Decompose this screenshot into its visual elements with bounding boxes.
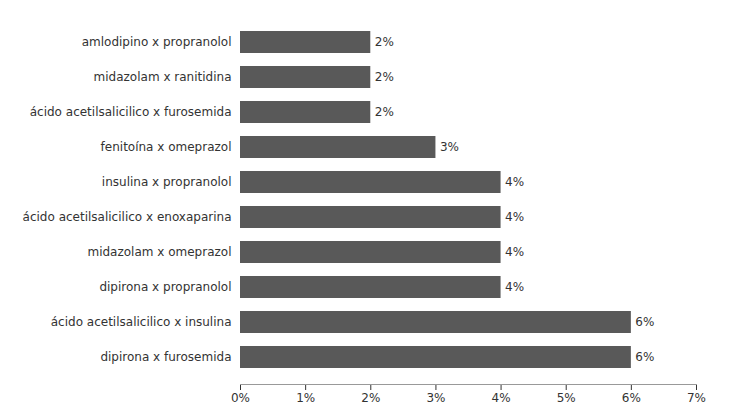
svg-text:ácido acetilsalicilico x insul: ácido acetilsalicilico x insulina <box>51 315 232 329</box>
svg-text:2%: 2% <box>375 70 394 84</box>
svg-text:7%: 7% <box>687 391 706 405</box>
svg-text:dipirona x propranolol: dipirona x propranolol <box>99 280 231 294</box>
svg-text:ácido acetilsalicilico x enoxa: ácido acetilsalicilico x enoxaparina <box>23 210 232 224</box>
svg-text:2%: 2% <box>361 391 380 405</box>
svg-text:dipirona x furosemida: dipirona x furosemida <box>100 350 231 364</box>
svg-text:3%: 3% <box>426 391 445 405</box>
svg-text:1%: 1% <box>296 391 315 405</box>
svg-text:amlodipino x propranolol: amlodipino x propranolol <box>82 35 232 49</box>
svg-text:4%: 4% <box>505 210 524 224</box>
svg-text:2%: 2% <box>375 35 394 49</box>
svg-text:2%: 2% <box>375 105 394 119</box>
svg-text:5%: 5% <box>557 391 576 405</box>
svg-text:midazolam x omeprazol: midazolam x omeprazol <box>87 245 231 259</box>
svg-text:4%: 4% <box>505 175 524 189</box>
svg-text:0%: 0% <box>231 391 250 405</box>
svg-text:midazolam x ranitidina: midazolam x ranitidina <box>94 70 232 84</box>
svg-text:3%: 3% <box>440 140 459 154</box>
svg-text:4%: 4% <box>492 391 511 405</box>
svg-text:6%: 6% <box>635 350 654 364</box>
svg-text:4%: 4% <box>505 245 524 259</box>
svg-text:6%: 6% <box>635 315 654 329</box>
svg-text:ácido acetilsalicilico x furos: ácido acetilsalicilico x furosemida <box>30 105 232 119</box>
svg-text:fenitoína x omeprazol: fenitoína x omeprazol <box>101 140 232 154</box>
svg-text:6%: 6% <box>622 391 641 405</box>
svg-text:insulina x propranolol: insulina x propranolol <box>102 175 232 189</box>
svg-text:4%: 4% <box>505 280 524 294</box>
